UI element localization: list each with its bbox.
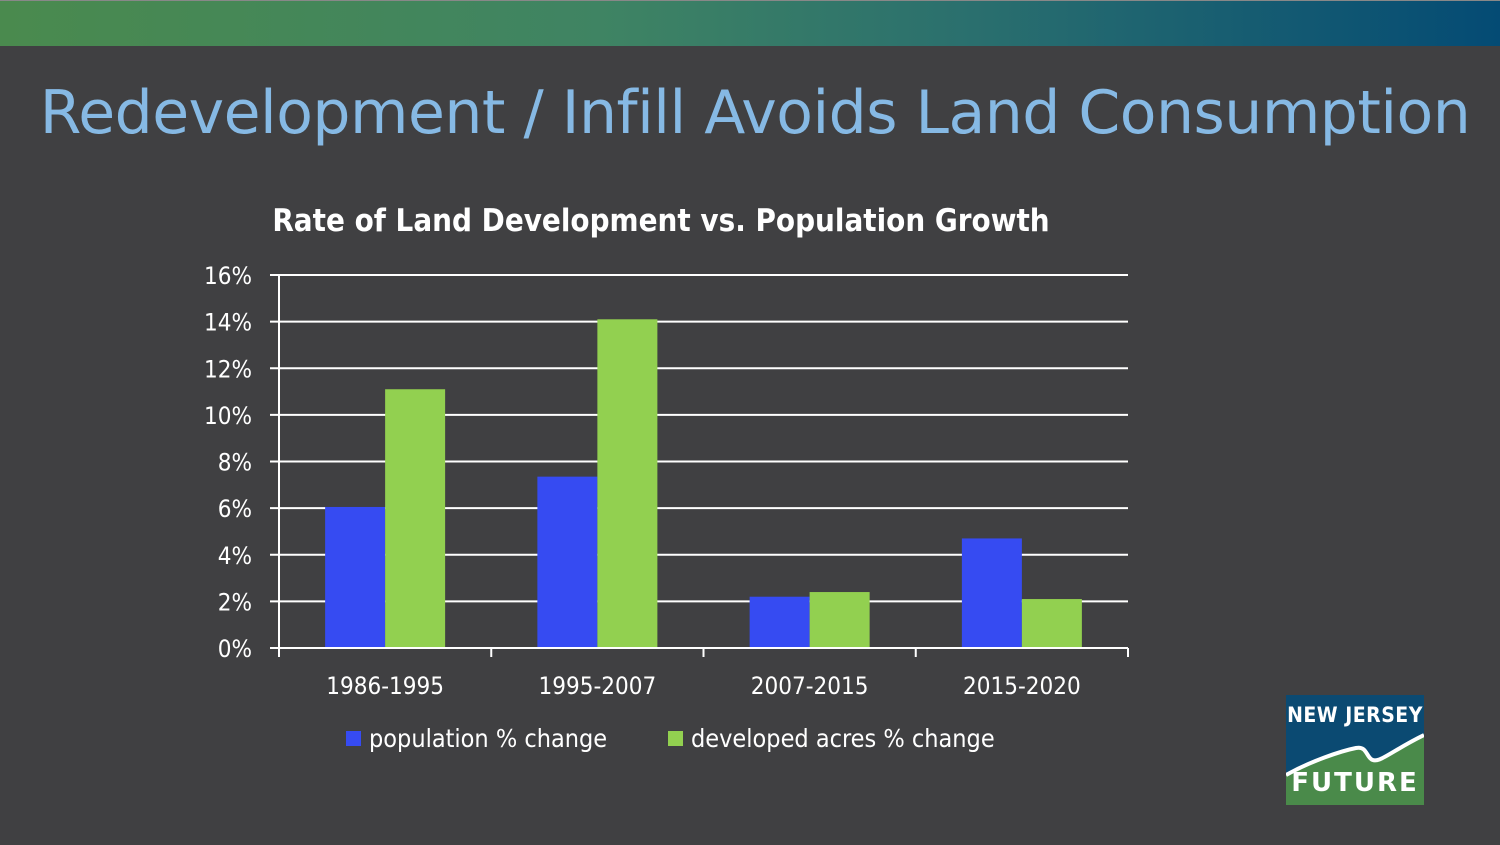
x-tick-label: 1995-2007 <box>539 672 657 700</box>
legend-swatch <box>346 731 361 746</box>
y-tick-label: 2% <box>218 588 252 616</box>
x-tick-label: 1986-1995 <box>326 672 444 700</box>
bar-population-1986-1995 <box>325 506 386 648</box>
logo-background <box>1286 695 1424 805</box>
new-jersey-future-logo: NEW JERSEY FUTURE <box>1286 695 1424 805</box>
y-tick-label: 10% <box>204 402 252 430</box>
bar-population-2007-2015 <box>749 596 810 648</box>
chart-title: Rate of Land Development vs. Population … <box>272 203 1049 239</box>
bar-population-1995-2007 <box>537 476 598 648</box>
bar-developed-acres-1995-2007 <box>597 319 658 648</box>
bar-population-2015-2020 <box>961 538 1022 648</box>
bar-developed-acres-1986-1995 <box>385 389 446 648</box>
y-tick-label: 14% <box>204 309 252 337</box>
x-tick-label: 2007-2015 <box>751 672 869 700</box>
y-tick-label: 8% <box>218 449 252 477</box>
legend-swatch <box>668 731 683 746</box>
slide-title: Redevelopment / Infill Avoids Land Consu… <box>39 78 1471 148</box>
bar-developed-acres-2007-2015 <box>809 592 870 648</box>
x-tick-label: 2015-2020 <box>963 672 1081 700</box>
logo-text-future: FUTURE <box>1291 768 1419 798</box>
logo-text-new-jersey: NEW JERSEY <box>1287 703 1423 727</box>
legend-label: developed acres % change <box>691 724 995 753</box>
y-tick-label: 16% <box>204 262 252 290</box>
y-tick-label: 4% <box>218 542 252 570</box>
y-tick-label: 12% <box>204 355 252 383</box>
bar-developed-acres-2015-2020 <box>1021 599 1082 648</box>
y-tick-label: 6% <box>218 495 252 523</box>
y-tick-label: 0% <box>218 635 252 663</box>
header-gradient-band <box>0 0 1500 46</box>
legend-label: population % change <box>369 724 607 753</box>
